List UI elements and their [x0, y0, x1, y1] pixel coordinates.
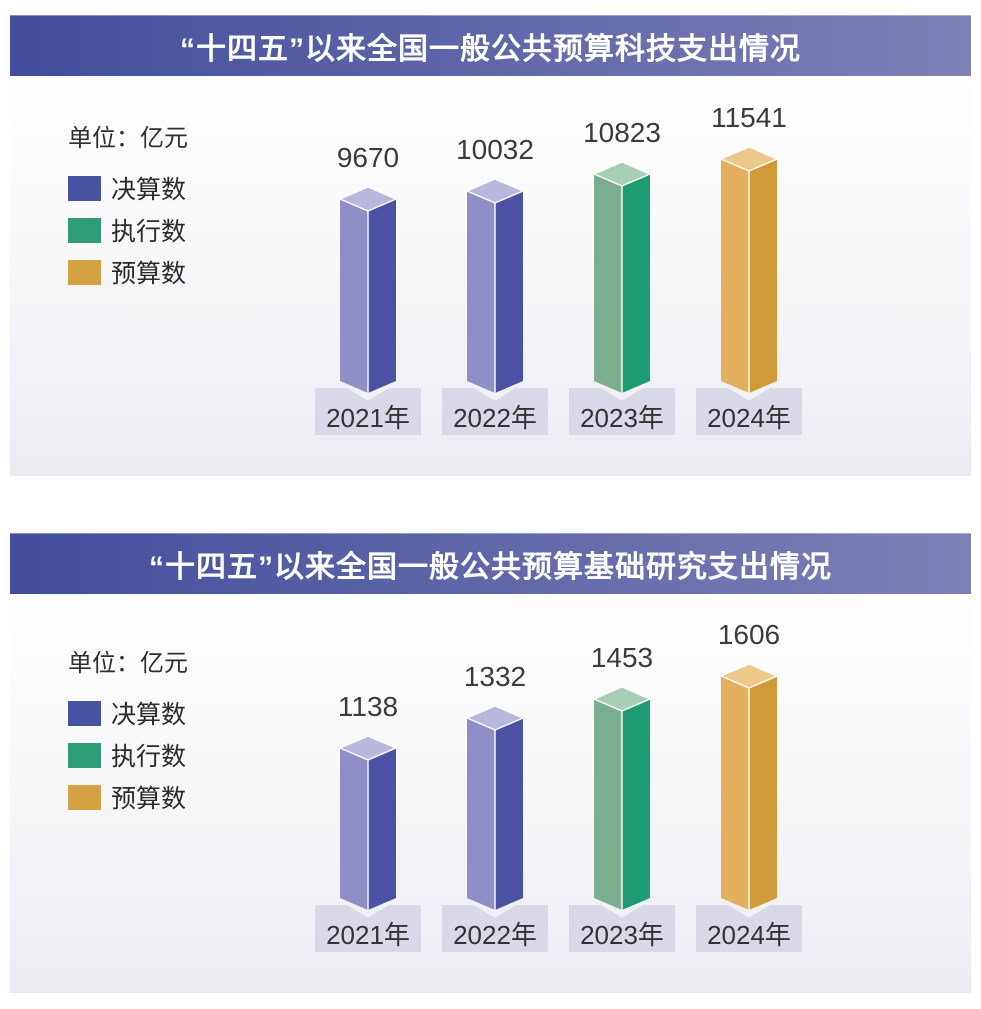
bar-value-label: 10032 [456, 134, 534, 165]
bar-column-2024年: 11541 2024年 [696, 104, 802, 435]
legend-label: 执行数 [111, 218, 187, 246]
bar-category-label: 2022年 [442, 388, 548, 435]
bar-column-2022年: 1332 2022年 [442, 663, 548, 952]
bar-value-label: 1606 [717, 619, 781, 650]
bar-category-label: 2021年 [315, 905, 421, 952]
legend-label: 决算数 [111, 701, 187, 729]
legend-swatch-final-account [68, 175, 101, 201]
bar-category-label: 2023年 [569, 905, 675, 952]
legend-item-budget: 预算数 [68, 784, 188, 813]
bar-column-2023年: 1453 2023年 [569, 644, 675, 952]
bar-value-label: 1332 [463, 661, 527, 692]
legend-swatch-final-account [68, 700, 101, 726]
bar-3d-column [340, 736, 396, 910]
chart-title: “十四五”以来全国一般公共预算基础研究支出情况 [10, 533, 971, 594]
chart-panel-basic-research: “十四五”以来全国一般公共预算基础研究支出情况 单位：亿元 决算数 执行数 预算… [10, 533, 971, 993]
bar-3d-column [467, 179, 523, 393]
legend: 单位：亿元 决算数 执行数 预算数 [68, 118, 188, 301]
bar-3d-column [340, 187, 396, 393]
legend-label: 决算数 [111, 176, 187, 204]
unit-label: 单位：亿元 [68, 125, 188, 152]
unit-label: 单位：亿元 [68, 650, 188, 677]
bar-value-label: 1138 [337, 691, 399, 722]
chart-area: 单位：亿元 决算数 执行数 预算数 9670 2021年 10032 2022年 108… [10, 76, 971, 476]
bar-3d-column [594, 162, 650, 393]
bar-category-label: 2024年 [696, 905, 802, 952]
legend-swatch-budget [68, 784, 101, 810]
legend-item-execution: 执行数 [68, 217, 188, 246]
legend-item-budget: 预算数 [68, 259, 188, 288]
bar-value-label: 10823 [583, 117, 661, 148]
bar-category-label: 2023年 [569, 388, 675, 435]
bar-value-label: 1453 [590, 642, 654, 673]
legend-label: 预算数 [111, 260, 187, 288]
bar-group: 9670 2021年 10032 2022年 10823 2023年 11541 2024年 [315, 104, 802, 435]
bar-value-label: 9670 [336, 142, 400, 173]
bar-3d-column [721, 147, 777, 393]
legend-item-execution: 执行数 [68, 742, 188, 771]
chart-area: 单位：亿元 决算数 执行数 预算数 1138 2021年 1332 2022年 1453… [10, 594, 971, 993]
bar-3d-column [594, 687, 650, 910]
bar-column-2024年: 1606 2024年 [696, 621, 802, 952]
chart-title: “十四五”以来全国一般公共预算科技支出情况 [10, 15, 971, 76]
legend: 单位：亿元 决算数 执行数 预算数 [68, 643, 188, 826]
legend-swatch-budget [68, 259, 101, 285]
legend-label: 执行数 [111, 743, 187, 771]
legend-swatch-execution [68, 742, 101, 768]
legend-item-final-account: 决算数 [68, 175, 188, 204]
bar-3d-column [467, 706, 523, 910]
bar-category-label: 2021年 [315, 388, 421, 435]
bar-category-label: 2022年 [442, 905, 548, 952]
bar-3d-column [721, 664, 777, 910]
bar-category-label: 2024年 [696, 388, 802, 435]
chart-panel-science-tech: “十四五”以来全国一般公共预算科技支出情况 单位：亿元 决算数 执行数 预算数 … [10, 15, 971, 476]
bar-group: 1138 2021年 1332 2022年 1453 2023年 1606 2024年 [315, 621, 802, 952]
bar-column-2022年: 10032 2022年 [442, 136, 548, 435]
bar-value-label: 11541 [711, 102, 787, 133]
bar-column-2023年: 10823 2023年 [569, 119, 675, 435]
legend-swatch-execution [68, 217, 101, 243]
bar-column-2021年: 9670 2021年 [315, 144, 421, 435]
legend-label: 预算数 [111, 785, 187, 813]
legend-item-final-account: 决算数 [68, 700, 188, 729]
bar-column-2021年: 1138 2021年 [315, 693, 421, 952]
